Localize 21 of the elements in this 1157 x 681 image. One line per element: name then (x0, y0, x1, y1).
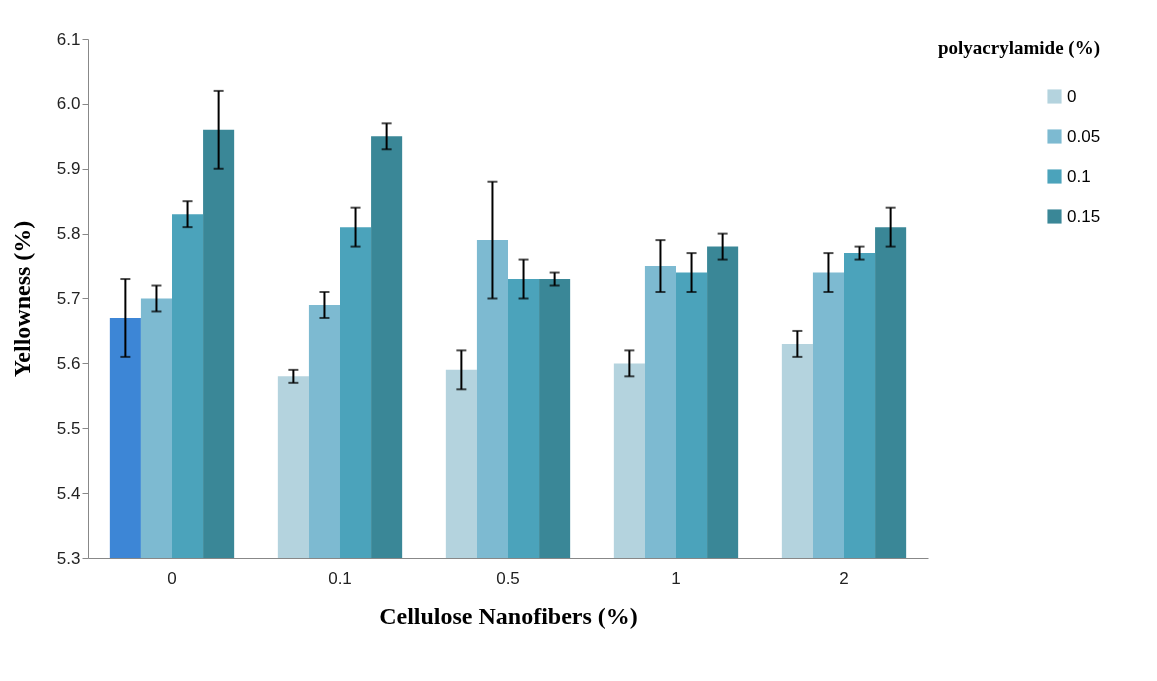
legend-title: polyacrylamide (%) (937, 37, 1100, 59)
y-tick-label: 5.6 (56, 353, 81, 373)
y-tick-label: 5.4 (56, 483, 81, 503)
y-tick-label: 6.1 (56, 29, 81, 49)
y-tick-label: 5.7 (56, 289, 81, 308)
y-tick-label: 5.5 (56, 418, 81, 438)
x-tick-label: 0 (167, 568, 177, 588)
x-tick-label: 2 (839, 568, 849, 588)
y-tick-label: 5.3 (56, 548, 81, 568)
x-axis-title: Cellulose Nanofibers (%) (379, 602, 638, 629)
x-tick-label: 0.5 (496, 568, 520, 588)
y-tick-label: 6.0 (56, 94, 81, 114)
y-tick-label: 5.8 (56, 224, 81, 244)
x-tick-label: 1 (671, 568, 681, 588)
y-tick-label: 5.9 (56, 159, 81, 179)
legend-label: 0.05 (1067, 126, 1101, 146)
legend-label: 0.1 (1067, 166, 1091, 186)
x-tick-label: 0.1 (328, 568, 352, 588)
y-axis-title: Yellowness (%) (8, 220, 35, 378)
legend-label: 0 (1067, 86, 1077, 106)
legend-label: 0.15 (1067, 206, 1101, 226)
